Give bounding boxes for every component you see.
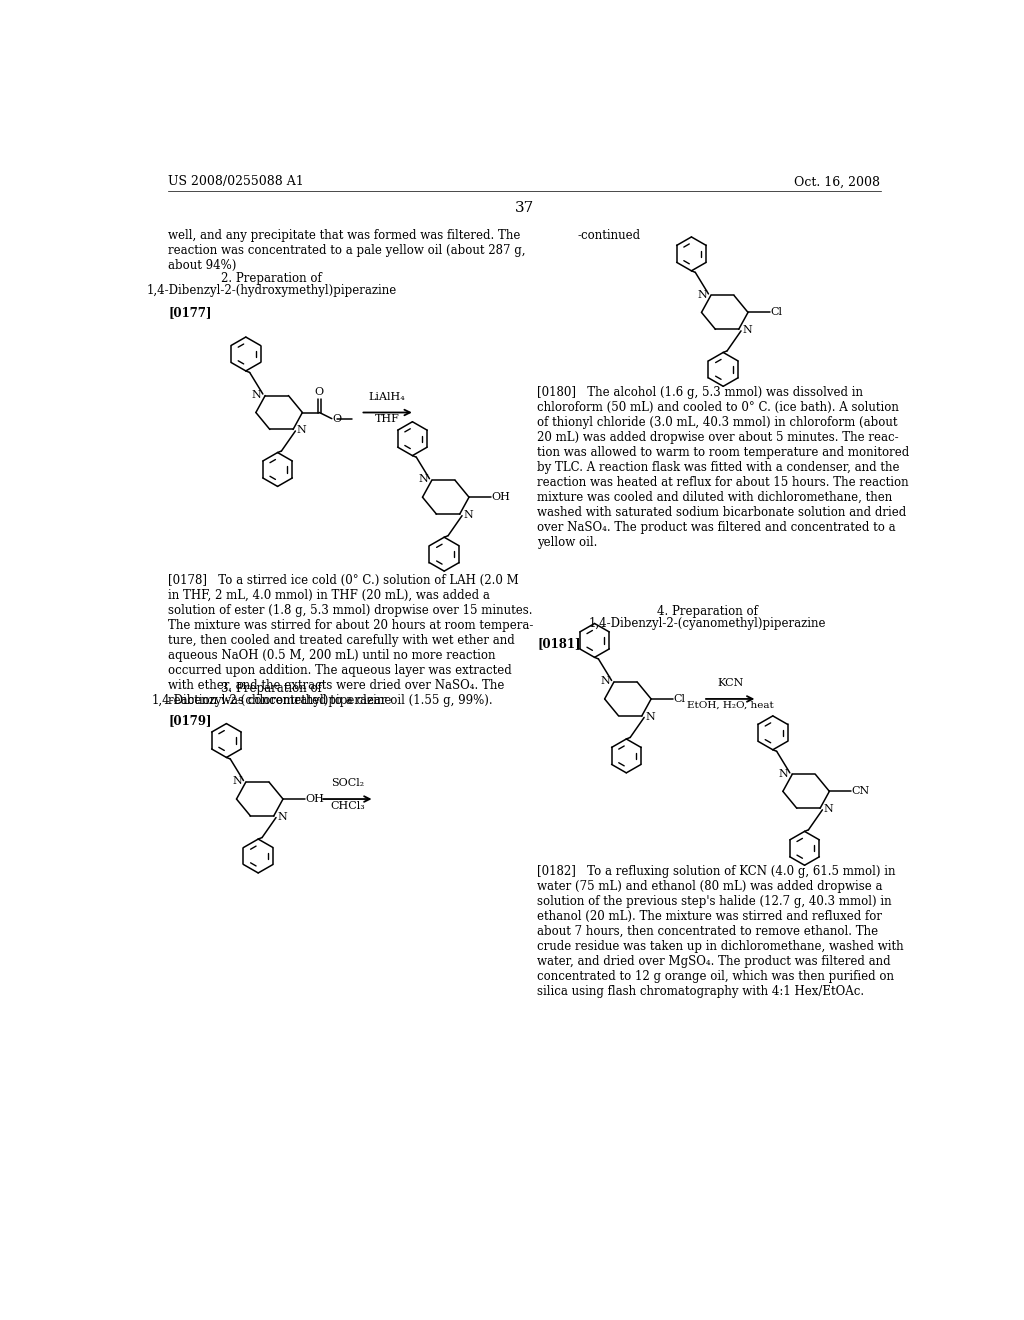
Text: well, and any precipitate that was formed was filtered. The
reaction was concent: well, and any precipitate that was forme… bbox=[168, 230, 525, 272]
Text: [0181]: [0181] bbox=[538, 638, 581, 651]
Text: [0177]: [0177] bbox=[168, 306, 212, 319]
Text: O: O bbox=[333, 413, 342, 424]
Text: N: N bbox=[742, 325, 753, 335]
Text: 1,4-Dibenzyl-2-(hydroxymethyl)piperazine: 1,4-Dibenzyl-2-(hydroxymethyl)piperazine bbox=[146, 284, 396, 297]
Text: Oct. 16, 2008: Oct. 16, 2008 bbox=[794, 176, 880, 189]
Text: N: N bbox=[297, 425, 307, 436]
Text: N: N bbox=[697, 289, 707, 300]
Text: 1,4-Dibenzyl-2-(chloromethyl)piperazine: 1,4-Dibenzyl-2-(chloromethyl)piperazine bbox=[152, 693, 391, 706]
Text: Cl: Cl bbox=[770, 308, 782, 317]
Text: 3. Preparation of: 3. Preparation of bbox=[221, 682, 322, 696]
Text: N: N bbox=[778, 768, 788, 779]
Text: 4. Preparation of: 4. Preparation of bbox=[657, 605, 758, 618]
Text: N: N bbox=[232, 776, 242, 787]
Text: 1,4-Dibenzyl-2-(cyanomethyl)piperazine: 1,4-Dibenzyl-2-(cyanomethyl)piperazine bbox=[589, 616, 826, 630]
Text: Cl: Cl bbox=[674, 694, 686, 704]
Text: SOCl₂: SOCl₂ bbox=[331, 779, 364, 788]
Text: EtOH, H₂O, heat: EtOH, H₂O, heat bbox=[687, 701, 773, 709]
Text: N: N bbox=[278, 812, 288, 822]
Text: [0182]   To a refluxing solution of KCN (4.0 g, 61.5 mmol) in
water (75 mL) and : [0182] To a refluxing solution of KCN (4… bbox=[538, 866, 904, 998]
Text: [0178]   To a stirred ice cold (0° C.) solution of LAH (2.0 M
in THF, 2 mL, 4.0 : [0178] To a stirred ice cold (0° C.) sol… bbox=[168, 574, 534, 708]
Text: OH: OH bbox=[492, 492, 510, 502]
Text: N: N bbox=[252, 389, 261, 400]
Text: OH: OH bbox=[305, 795, 325, 804]
Text: N: N bbox=[600, 676, 610, 686]
Text: KCN: KCN bbox=[717, 678, 743, 688]
Text: [0180]   The alcohol (1.6 g, 5.3 mmol) was dissolved in
chloroform (50 mL) and c: [0180] The alcohol (1.6 g, 5.3 mmol) was… bbox=[538, 385, 909, 549]
Text: N: N bbox=[464, 510, 473, 520]
Text: N: N bbox=[418, 474, 428, 484]
Text: N: N bbox=[646, 711, 655, 722]
Text: [0179]: [0179] bbox=[168, 714, 212, 727]
Text: CN: CN bbox=[852, 787, 870, 796]
Text: US 2008/0255088 A1: US 2008/0255088 A1 bbox=[168, 176, 304, 189]
Text: LiAlH₄: LiAlH₄ bbox=[369, 392, 406, 401]
Text: CHCl₃: CHCl₃ bbox=[330, 800, 365, 810]
Text: -continued: -continued bbox=[578, 230, 641, 243]
Text: O: O bbox=[314, 387, 324, 397]
Text: 2. Preparation of: 2. Preparation of bbox=[221, 272, 322, 285]
Text: THF: THF bbox=[375, 414, 399, 424]
Text: N: N bbox=[824, 804, 834, 814]
Text: 37: 37 bbox=[515, 201, 535, 215]
